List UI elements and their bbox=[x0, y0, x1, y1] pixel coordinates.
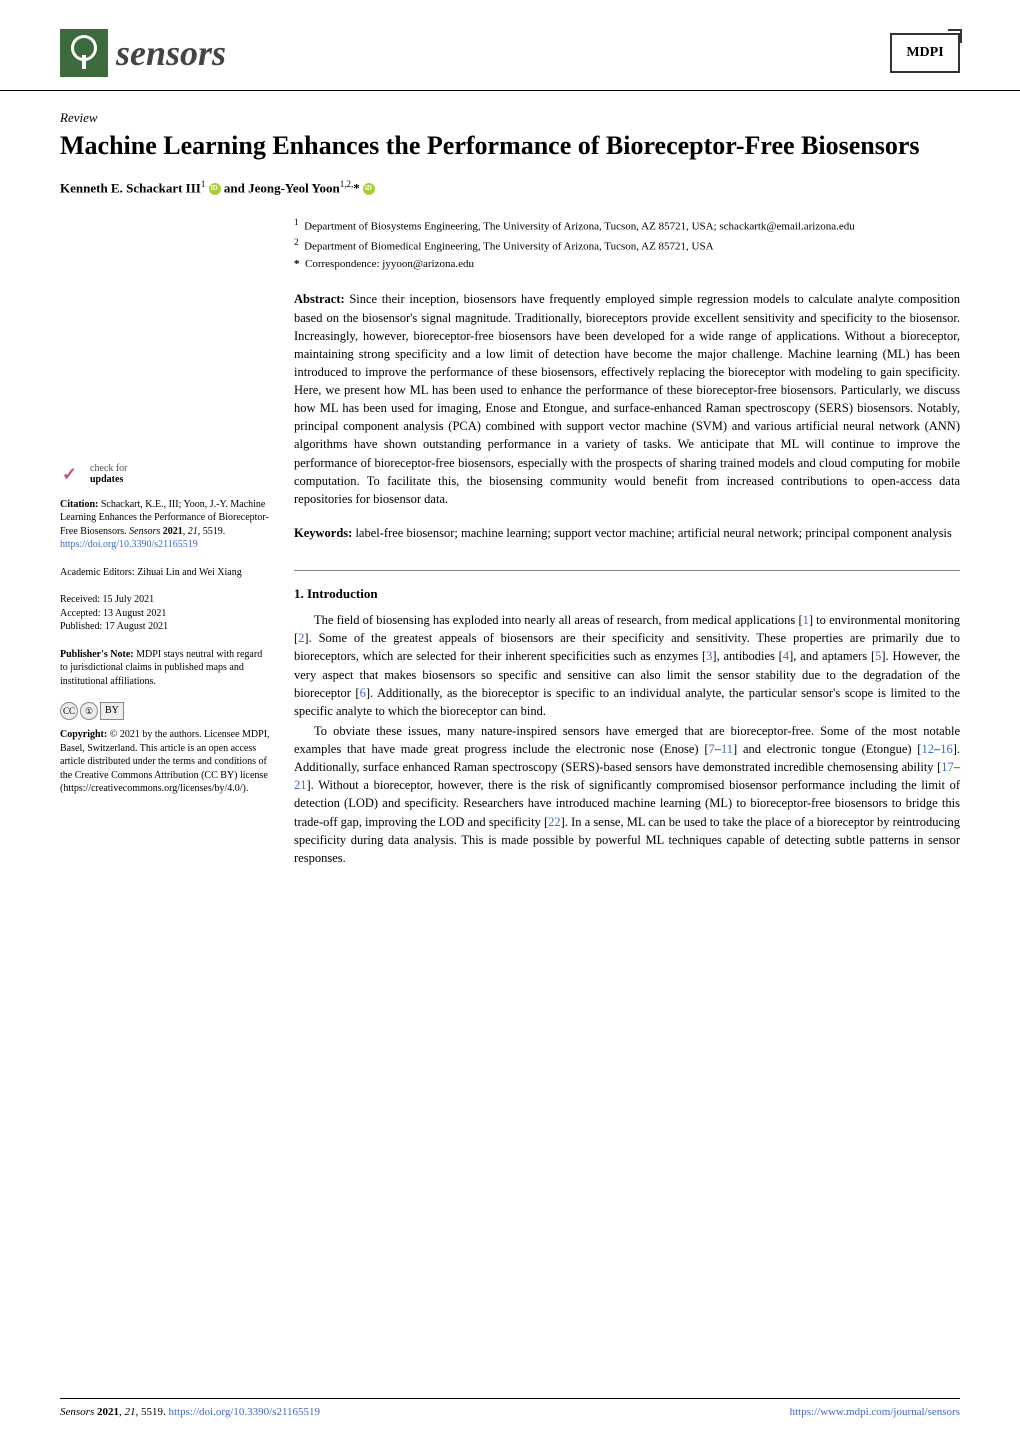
p1-text-a: The field of biosensing has exploded int… bbox=[314, 613, 803, 627]
author-1-name: Kenneth E. Schackart III bbox=[60, 180, 201, 195]
journal-name: sensors bbox=[116, 28, 226, 78]
check-updates-text: check for updates bbox=[90, 463, 127, 485]
mdpi-logo: MDPI bbox=[890, 33, 960, 73]
footer-doi-link[interactable]: https://doi.org/10.3390/s21165519 bbox=[168, 1406, 320, 1418]
affiliations-block: 1 Department of Biosystems Engineering, … bbox=[294, 216, 960, 273]
affiliation-2: 2 Department of Biomedical Engineering, … bbox=[294, 236, 960, 255]
two-column-layout: check for updates Citation: Schackart, K… bbox=[60, 216, 960, 869]
check-icon bbox=[60, 462, 84, 486]
citation-block: Citation: Schackart, K.E., III; Yoon, J.… bbox=[60, 498, 270, 552]
footer-right: https://www.mdpi.com/journal/sensors bbox=[790, 1405, 960, 1420]
published-date: 17 August 2021 bbox=[105, 621, 168, 632]
p2-dash-3: – bbox=[954, 760, 960, 774]
citation-label: Citation: bbox=[60, 499, 98, 510]
sensors-logo-icon bbox=[60, 29, 108, 77]
authors-line: Kenneth E. Schackart III1 and Jeong-Yeol… bbox=[60, 178, 960, 198]
accepted-label: Accepted: bbox=[60, 608, 103, 619]
section-1-body: The field of biosensing has exploded int… bbox=[294, 611, 960, 867]
footer-year: 2021 bbox=[94, 1406, 119, 1418]
keywords-block: Keywords: label-free biosensor; machine … bbox=[294, 524, 960, 542]
sidebar-column: check for updates Citation: Schackart, K… bbox=[60, 216, 270, 869]
copyright-block: Copyright: © 2021 by the authors. Licens… bbox=[60, 728, 270, 796]
intro-paragraph-2: To obviate these issues, many nature-ins… bbox=[294, 722, 960, 867]
pubnote-label: Publisher's Note: bbox=[60, 649, 134, 660]
citation-volume: , 21 bbox=[183, 526, 198, 537]
abstract-label: Abstract: bbox=[294, 292, 345, 306]
page-header: sensors MDPI bbox=[0, 0, 1020, 91]
citation-journal: Sensors bbox=[129, 526, 160, 537]
ref-link[interactable]: 16 bbox=[940, 742, 953, 756]
article-type: Review bbox=[60, 109, 960, 127]
ref-link[interactable]: 11 bbox=[721, 742, 733, 756]
intro-paragraph-1: The field of biosensing has exploded int… bbox=[294, 611, 960, 720]
affil-1-sup: 1 bbox=[294, 217, 299, 227]
p1-text-g: ]. Additionally, as the bioreceptor is s… bbox=[294, 686, 960, 718]
editors-block: Academic Editors: Zihuai Lin and Wei Xia… bbox=[60, 566, 270, 580]
journal-logo-block: sensors bbox=[60, 28, 226, 78]
check-line-1: check for bbox=[90, 463, 127, 474]
author-2-affil: 1,2, bbox=[340, 179, 354, 189]
main-column: 1 Department of Biosystems Engineering, … bbox=[294, 216, 960, 869]
abstract-text: Since their inception, biosensors have f… bbox=[294, 292, 960, 505]
corr-star: * bbox=[294, 258, 300, 270]
affil-2-text: Department of Biomedical Engineering, Th… bbox=[304, 240, 714, 252]
affil-2-sup: 2 bbox=[294, 237, 299, 247]
abstract-block: Abstract: Since their inception, biosens… bbox=[294, 290, 960, 508]
citation-page: , 5519. bbox=[198, 526, 226, 537]
citation-year: 2021 bbox=[160, 526, 183, 537]
section-1-heading: 1. Introduction bbox=[294, 585, 960, 603]
p2-text-b: ] and electronic tongue (Etongue) [ bbox=[733, 742, 921, 756]
page-footer: Sensors 2021, 21, 5519. https://doi.org/… bbox=[60, 1398, 960, 1420]
keywords-text: label-free biosensor; machine learning; … bbox=[352, 526, 951, 540]
dates-block: Received: 15 July 2021 Accepted: 13 Augu… bbox=[60, 593, 270, 634]
received-label: Received: bbox=[60, 594, 102, 605]
footer-journal: Sensors bbox=[60, 1406, 94, 1418]
cc-by-badge[interactable]: CC ① BY bbox=[60, 702, 270, 720]
publisher-note-block: Publisher's Note: MDPI stays neutral wit… bbox=[60, 648, 270, 689]
affiliation-1: 1 Department of Biosystems Engineering, … bbox=[294, 216, 960, 235]
author-separator: and bbox=[224, 180, 248, 195]
article-title: Machine Learning Enhances the Performanc… bbox=[60, 130, 960, 163]
footer-page: , 5519. bbox=[135, 1406, 168, 1418]
check-updates-badge[interactable]: check for updates bbox=[60, 462, 270, 486]
correspondence: * Correspondence: jyyoon@arizona.edu bbox=[294, 256, 960, 273]
ref-link[interactable]: 22 bbox=[548, 815, 561, 829]
author-2-name: Jeong-Yeol Yoon bbox=[248, 180, 340, 195]
p1-text-d: ], antibodies [ bbox=[712, 649, 782, 663]
published-label: Published: bbox=[60, 621, 105, 632]
footer-journal-link[interactable]: https://www.mdpi.com/journal/sensors bbox=[790, 1406, 960, 1418]
ref-link[interactable]: 21 bbox=[294, 778, 307, 792]
citation-doi-link[interactable]: https://doi.org/10.3390/s21165519 bbox=[60, 539, 198, 550]
footer-vol: , 21 bbox=[119, 1406, 136, 1418]
check-line-2: updates bbox=[90, 474, 127, 485]
editors-label: Academic Editors: bbox=[60, 567, 137, 578]
cc-icon: CC bbox=[60, 702, 78, 720]
main-content: Review Machine Learning Enhances the Per… bbox=[0, 91, 1020, 869]
editors-names: Zihuai Lin and Wei Xiang bbox=[137, 567, 242, 578]
section-divider bbox=[294, 570, 960, 571]
author-1-affil: 1 bbox=[201, 179, 206, 189]
by-icon: ① bbox=[80, 702, 98, 720]
orcid-icon[interactable] bbox=[363, 183, 375, 195]
corresponding-star: * bbox=[353, 180, 360, 195]
ref-link[interactable]: 12 bbox=[921, 742, 934, 756]
keywords-label: Keywords: bbox=[294, 526, 352, 540]
copyright-label: Copyright: bbox=[60, 729, 107, 740]
ref-link[interactable]: 17 bbox=[941, 760, 954, 774]
affil-1-text: Department of Biosystems Engineering, Th… bbox=[304, 220, 855, 232]
orcid-icon[interactable] bbox=[209, 183, 221, 195]
received-date: 15 July 2021 bbox=[102, 594, 154, 605]
footer-left: Sensors 2021, 21, 5519. https://doi.org/… bbox=[60, 1405, 320, 1420]
accepted-date: 13 August 2021 bbox=[103, 608, 166, 619]
by-text: BY bbox=[100, 702, 124, 720]
corr-text: Correspondence: jyyoon@arizona.edu bbox=[305, 258, 474, 270]
p1-text-e: ], and aptamers [ bbox=[789, 649, 875, 663]
